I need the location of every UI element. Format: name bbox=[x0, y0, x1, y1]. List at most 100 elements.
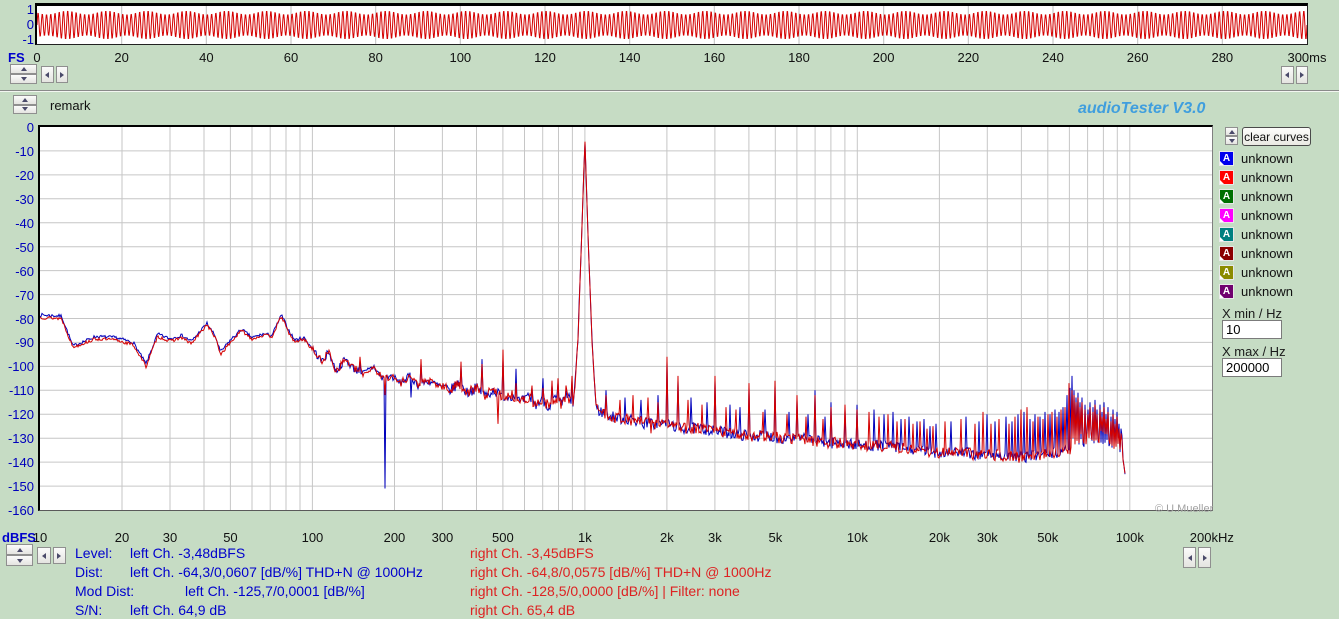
curve-color-swatch-icon: A bbox=[1220, 190, 1233, 203]
waveform-y-spin-down-button[interactable] bbox=[10, 74, 37, 84]
spectrum-y-tick-label: -40 bbox=[0, 216, 34, 231]
waveform-x-tick-label: 300ms bbox=[1287, 50, 1326, 65]
legend-item-label: unknown bbox=[1241, 284, 1293, 299]
waveform-plot bbox=[35, 3, 1308, 45]
spectrum-x-tick-label: 20k bbox=[929, 530, 950, 545]
spectrum-bottom-spin-down-button[interactable] bbox=[6, 555, 33, 566]
spectrum-y-tick-label: -140 bbox=[0, 455, 34, 470]
left-arrow-icon bbox=[1285, 72, 1289, 78]
spectrum-x-tick-label: 2k bbox=[660, 530, 674, 545]
waveform-x-tick-label: 60 bbox=[284, 50, 298, 65]
spectrum-x-tick-label: 20 bbox=[115, 530, 129, 545]
measurement-right-value: right Ch. -128,5/0,0000 [dB/%] | Filter:… bbox=[470, 583, 740, 599]
waveform-y-spinner bbox=[10, 64, 37, 84]
spectrum-x-tick-label: 200kHz bbox=[1190, 530, 1234, 545]
waveform-pan-left-button[interactable] bbox=[41, 66, 54, 83]
right-arrow-icon bbox=[60, 72, 64, 78]
left-arrow-icon bbox=[1188, 555, 1192, 561]
x-max-label: X max / Hz bbox=[1222, 344, 1286, 359]
measurement-label: Dist: bbox=[75, 564, 103, 580]
waveform-y-spin-up-button[interactable] bbox=[10, 64, 37, 74]
spectrum-bottom-spinner bbox=[6, 544, 33, 566]
waveform-x-tick-label: 40 bbox=[199, 50, 213, 65]
legend-item-label: unknown bbox=[1241, 227, 1293, 242]
spectrum-pan-right-left-button[interactable] bbox=[1183, 547, 1196, 568]
legend-item-5[interactable]: Aunknown bbox=[1220, 225, 1293, 244]
left-arrow-icon bbox=[45, 72, 49, 78]
legend-item-label: unknown bbox=[1241, 246, 1293, 261]
spectrum-x-tick-label: 5k bbox=[768, 530, 782, 545]
waveform-pan-right-button[interactable] bbox=[56, 66, 69, 83]
waveform-chart bbox=[37, 6, 1307, 44]
curve-color-swatch-icon: A bbox=[1220, 228, 1233, 241]
waveform-x-tick-label: 240 bbox=[1042, 50, 1064, 65]
spectrum-pan-left-button[interactable] bbox=[37, 547, 51, 564]
x-min-input[interactable] bbox=[1222, 320, 1282, 339]
legend-item-4[interactable]: Aunknown bbox=[1220, 206, 1293, 225]
legend-item-8[interactable]: Aunknown bbox=[1220, 282, 1293, 301]
measurement-label: Level: bbox=[75, 545, 112, 561]
spectrum-x-tick-label: 200 bbox=[384, 530, 406, 545]
remark-label: remark bbox=[50, 98, 90, 113]
spectrum-pan-right-button[interactable] bbox=[53, 547, 67, 564]
spectrum-y-tick-label: -50 bbox=[0, 240, 34, 255]
up-arrow-icon bbox=[21, 67, 27, 71]
waveform-x-tick-label: 280 bbox=[1211, 50, 1233, 65]
legend-item-label: unknown bbox=[1241, 208, 1293, 223]
waveform-x-tick-label: 180 bbox=[788, 50, 810, 65]
measurement-label: S/N: bbox=[75, 602, 102, 618]
spectrum-y-tick-label: -160 bbox=[0, 503, 34, 518]
legend-item-6[interactable]: Aunknown bbox=[1220, 244, 1293, 263]
waveform-pan-buttons bbox=[41, 66, 68, 83]
waveform-x-tick-label: 160 bbox=[703, 50, 725, 65]
spectrum-pan-right-right-button[interactable] bbox=[1198, 547, 1211, 568]
spectrum-y-tick-label: -70 bbox=[0, 288, 34, 303]
curve-select-spinner bbox=[1225, 127, 1238, 145]
waveform-x-tick-label: 260 bbox=[1127, 50, 1149, 65]
curve-spin-down-button[interactable] bbox=[1225, 136, 1238, 145]
copyright-label: © U.Mueller bbox=[1155, 503, 1213, 515]
legend-item-label: unknown bbox=[1241, 189, 1293, 204]
spectrum-x-tick-label: 1k bbox=[578, 530, 592, 545]
waveform-x-tick-label: 80 bbox=[368, 50, 382, 65]
legend-item-3[interactable]: Aunknown bbox=[1220, 187, 1293, 206]
waveform-x-tick-label: 100 bbox=[449, 50, 471, 65]
clear-curves-button[interactable]: clear curves bbox=[1242, 127, 1311, 146]
spectrum-y-spin-down-button[interactable] bbox=[13, 105, 37, 115]
spectrum-pan-buttons bbox=[37, 547, 66, 564]
panel-separator bbox=[0, 90, 1339, 92]
spectrum-y-spin-up-button[interactable] bbox=[13, 95, 37, 105]
legend-item-label: unknown bbox=[1241, 265, 1293, 280]
spectrum-x-tick-label: 100k bbox=[1116, 530, 1144, 545]
down-arrow-icon bbox=[21, 77, 27, 81]
spectrum-x-tick-label: 50 bbox=[223, 530, 237, 545]
legend-item-1[interactable]: Aunknown bbox=[1220, 149, 1293, 168]
spectrum-x-tick-label: 10 bbox=[33, 530, 47, 545]
waveform-pan-buttons-right bbox=[1281, 66, 1308, 84]
spectrum-bottom-spin-up-button[interactable] bbox=[6, 544, 33, 555]
curve-color-swatch-icon: A bbox=[1220, 209, 1233, 222]
waveform-x-tick-label: 200 bbox=[873, 50, 895, 65]
x-max-input[interactable] bbox=[1222, 358, 1282, 377]
spectrum-x-tick-label: 500 bbox=[492, 530, 514, 545]
legend-item-label: unknown bbox=[1241, 151, 1293, 166]
measurement-right-value: right Ch. 65,4 dB bbox=[470, 602, 575, 618]
spectrum-x-tick-label: 30 bbox=[163, 530, 177, 545]
spectrum-y-tick-label: -60 bbox=[0, 264, 34, 279]
curve-color-swatch-icon: A bbox=[1220, 247, 1233, 260]
curve-spin-up-button[interactable] bbox=[1225, 127, 1238, 136]
legend-item-7[interactable]: Aunknown bbox=[1220, 263, 1293, 282]
dbfs-axis-label: dBFS bbox=[2, 530, 36, 545]
spectrum-y-tick-label: -110 bbox=[0, 383, 34, 398]
down-arrow-icon bbox=[1229, 139, 1235, 143]
waveform-x-tick-label: 20 bbox=[114, 50, 128, 65]
spectrum-y-tick-label: -30 bbox=[0, 192, 34, 207]
spectrum-pan-buttons-right bbox=[1183, 547, 1211, 568]
right-arrow-icon bbox=[1203, 555, 1207, 561]
curve-color-swatch-icon: A bbox=[1220, 285, 1233, 298]
legend-item-2[interactable]: Aunknown bbox=[1220, 168, 1293, 187]
spectrum-y-tick-label: -120 bbox=[0, 407, 34, 422]
waveform-pan-right-right-button[interactable] bbox=[1296, 66, 1309, 84]
waveform-pan-right-left-button[interactable] bbox=[1281, 66, 1294, 84]
spectrum-chart bbox=[40, 127, 1212, 510]
